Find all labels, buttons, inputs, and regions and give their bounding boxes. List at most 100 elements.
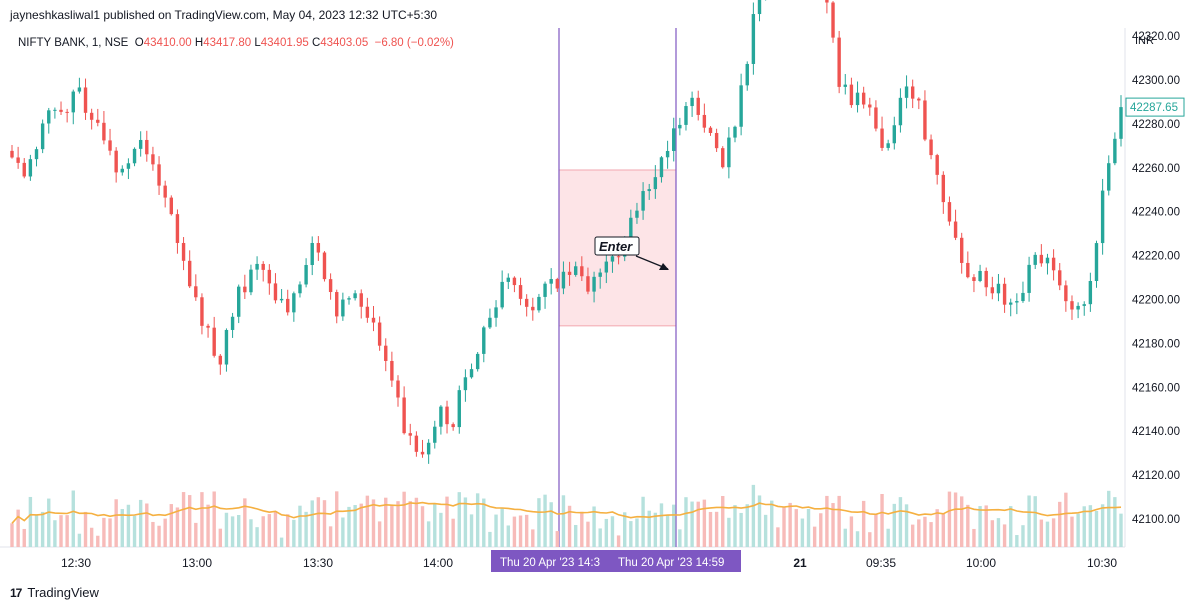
candle-body[interactable] [733, 126, 737, 138]
candle-body[interactable] [1002, 283, 1007, 305]
candle-body[interactable] [825, 0, 829, 3]
candle-body[interactable] [151, 154, 155, 165]
candle-body[interactable] [469, 369, 474, 378]
candle-body[interactable] [10, 150, 14, 158]
candle-body[interactable] [341, 299, 345, 317]
candle-body[interactable] [96, 119, 100, 123]
candle-body[interactable] [59, 109, 63, 112]
candle-body[interactable] [71, 91, 75, 113]
candle-body[interactable] [714, 132, 719, 149]
candle-body[interactable] [335, 292, 339, 317]
candle-body[interactable] [641, 191, 645, 211]
candle-body[interactable] [279, 298, 284, 301]
candle-body[interactable] [163, 185, 167, 198]
candle-body[interactable] [218, 355, 223, 365]
candle-body[interactable] [629, 217, 633, 242]
candle-body[interactable] [966, 262, 970, 278]
candle-body[interactable] [953, 221, 958, 238]
candle-body[interactable] [298, 284, 302, 294]
candle-body[interactable] [40, 123, 45, 150]
candle-body[interactable] [739, 85, 743, 127]
candle-body[interactable] [1064, 285, 1068, 302]
candle-body[interactable] [702, 114, 707, 128]
candle-body[interactable] [463, 377, 468, 391]
candle-body[interactable] [1082, 304, 1086, 306]
candle-body[interactable] [384, 345, 388, 361]
candle-body[interactable] [89, 112, 94, 120]
candle-body[interactable] [114, 150, 118, 173]
candle-body[interactable] [898, 97, 903, 126]
candle-body[interactable] [947, 202, 952, 222]
candle-body[interactable] [573, 266, 578, 275]
candle-body[interactable] [849, 84, 854, 106]
candle-body[interactable] [494, 307, 498, 318]
candle-body[interactable] [1076, 305, 1080, 310]
candle-body[interactable] [537, 296, 541, 311]
candle-body[interactable] [665, 150, 670, 158]
candle-body[interactable] [506, 277, 510, 282]
candle-body[interactable] [972, 277, 976, 282]
candle-body[interactable] [206, 325, 210, 328]
candle-body[interactable] [243, 286, 247, 293]
candle-body[interactable] [181, 242, 186, 261]
candle-body[interactable] [892, 125, 896, 144]
candle-body[interactable] [868, 104, 872, 108]
candle-body[interactable] [402, 397, 406, 434]
candle-body[interactable] [1070, 301, 1074, 310]
candle-body[interactable] [414, 435, 419, 452]
candle-body[interactable] [1058, 270, 1062, 286]
candle-body[interactable] [102, 122, 106, 141]
candle-body[interactable] [684, 106, 688, 125]
candle-body[interactable] [316, 242, 321, 253]
candle-body[interactable] [310, 242, 314, 266]
candle-body[interactable] [365, 306, 370, 318]
candle-body[interactable] [500, 281, 504, 308]
candle-body[interactable] [249, 269, 253, 293]
candle-body[interactable] [555, 279, 560, 289]
candle-body[interactable] [543, 283, 547, 297]
candle-body[interactable] [267, 269, 272, 284]
candle-body[interactable] [237, 286, 241, 317]
candle-body[interactable] [359, 293, 363, 307]
candle-body[interactable] [488, 317, 492, 328]
candle-body[interactable] [831, 2, 835, 38]
candle-body[interactable] [880, 128, 884, 148]
candle-body[interactable] [408, 433, 412, 436]
candle-body[interactable] [904, 86, 909, 98]
candle-body[interactable] [132, 148, 137, 164]
candle-body[interactable] [475, 353, 480, 370]
candle-body[interactable] [396, 380, 400, 398]
candle-body[interactable] [659, 157, 664, 178]
candle-body[interactable] [445, 406, 449, 425]
candle-body[interactable] [751, 14, 756, 64]
candle-body[interactable] [1045, 257, 1050, 264]
candle-body[interactable] [635, 210, 639, 218]
candle-body[interactable] [53, 109, 57, 111]
candle-body[interactable] [1100, 190, 1105, 244]
candle-body[interactable] [567, 271, 572, 275]
candle-body[interactable] [708, 127, 713, 133]
candle-body[interactable] [138, 139, 143, 149]
candle-body[interactable] [1088, 280, 1093, 305]
candle-body[interactable] [843, 84, 847, 87]
candle-body[interactable] [524, 298, 529, 307]
candle-body[interactable] [586, 276, 590, 292]
candle-body[interactable] [837, 37, 841, 87]
candle-body[interactable] [255, 263, 259, 270]
candle-body[interactable] [353, 293, 357, 299]
candle-body[interactable] [1113, 138, 1117, 164]
candle-body[interactable] [426, 442, 431, 455]
candle-body[interactable] [1039, 254, 1044, 264]
candle-body[interactable] [1033, 254, 1037, 265]
candle-body[interactable] [910, 86, 915, 99]
candle-body[interactable] [212, 327, 216, 356]
candle-body[interactable] [187, 260, 192, 287]
candle-body[interactable] [592, 276, 596, 292]
candle-body[interactable] [304, 265, 308, 285]
candle-body[interactable] [347, 298, 351, 300]
candle-body[interactable] [1094, 243, 1099, 281]
candle-body[interactable] [678, 124, 682, 129]
candle-body[interactable] [34, 149, 39, 160]
candle-body[interactable] [727, 137, 731, 168]
